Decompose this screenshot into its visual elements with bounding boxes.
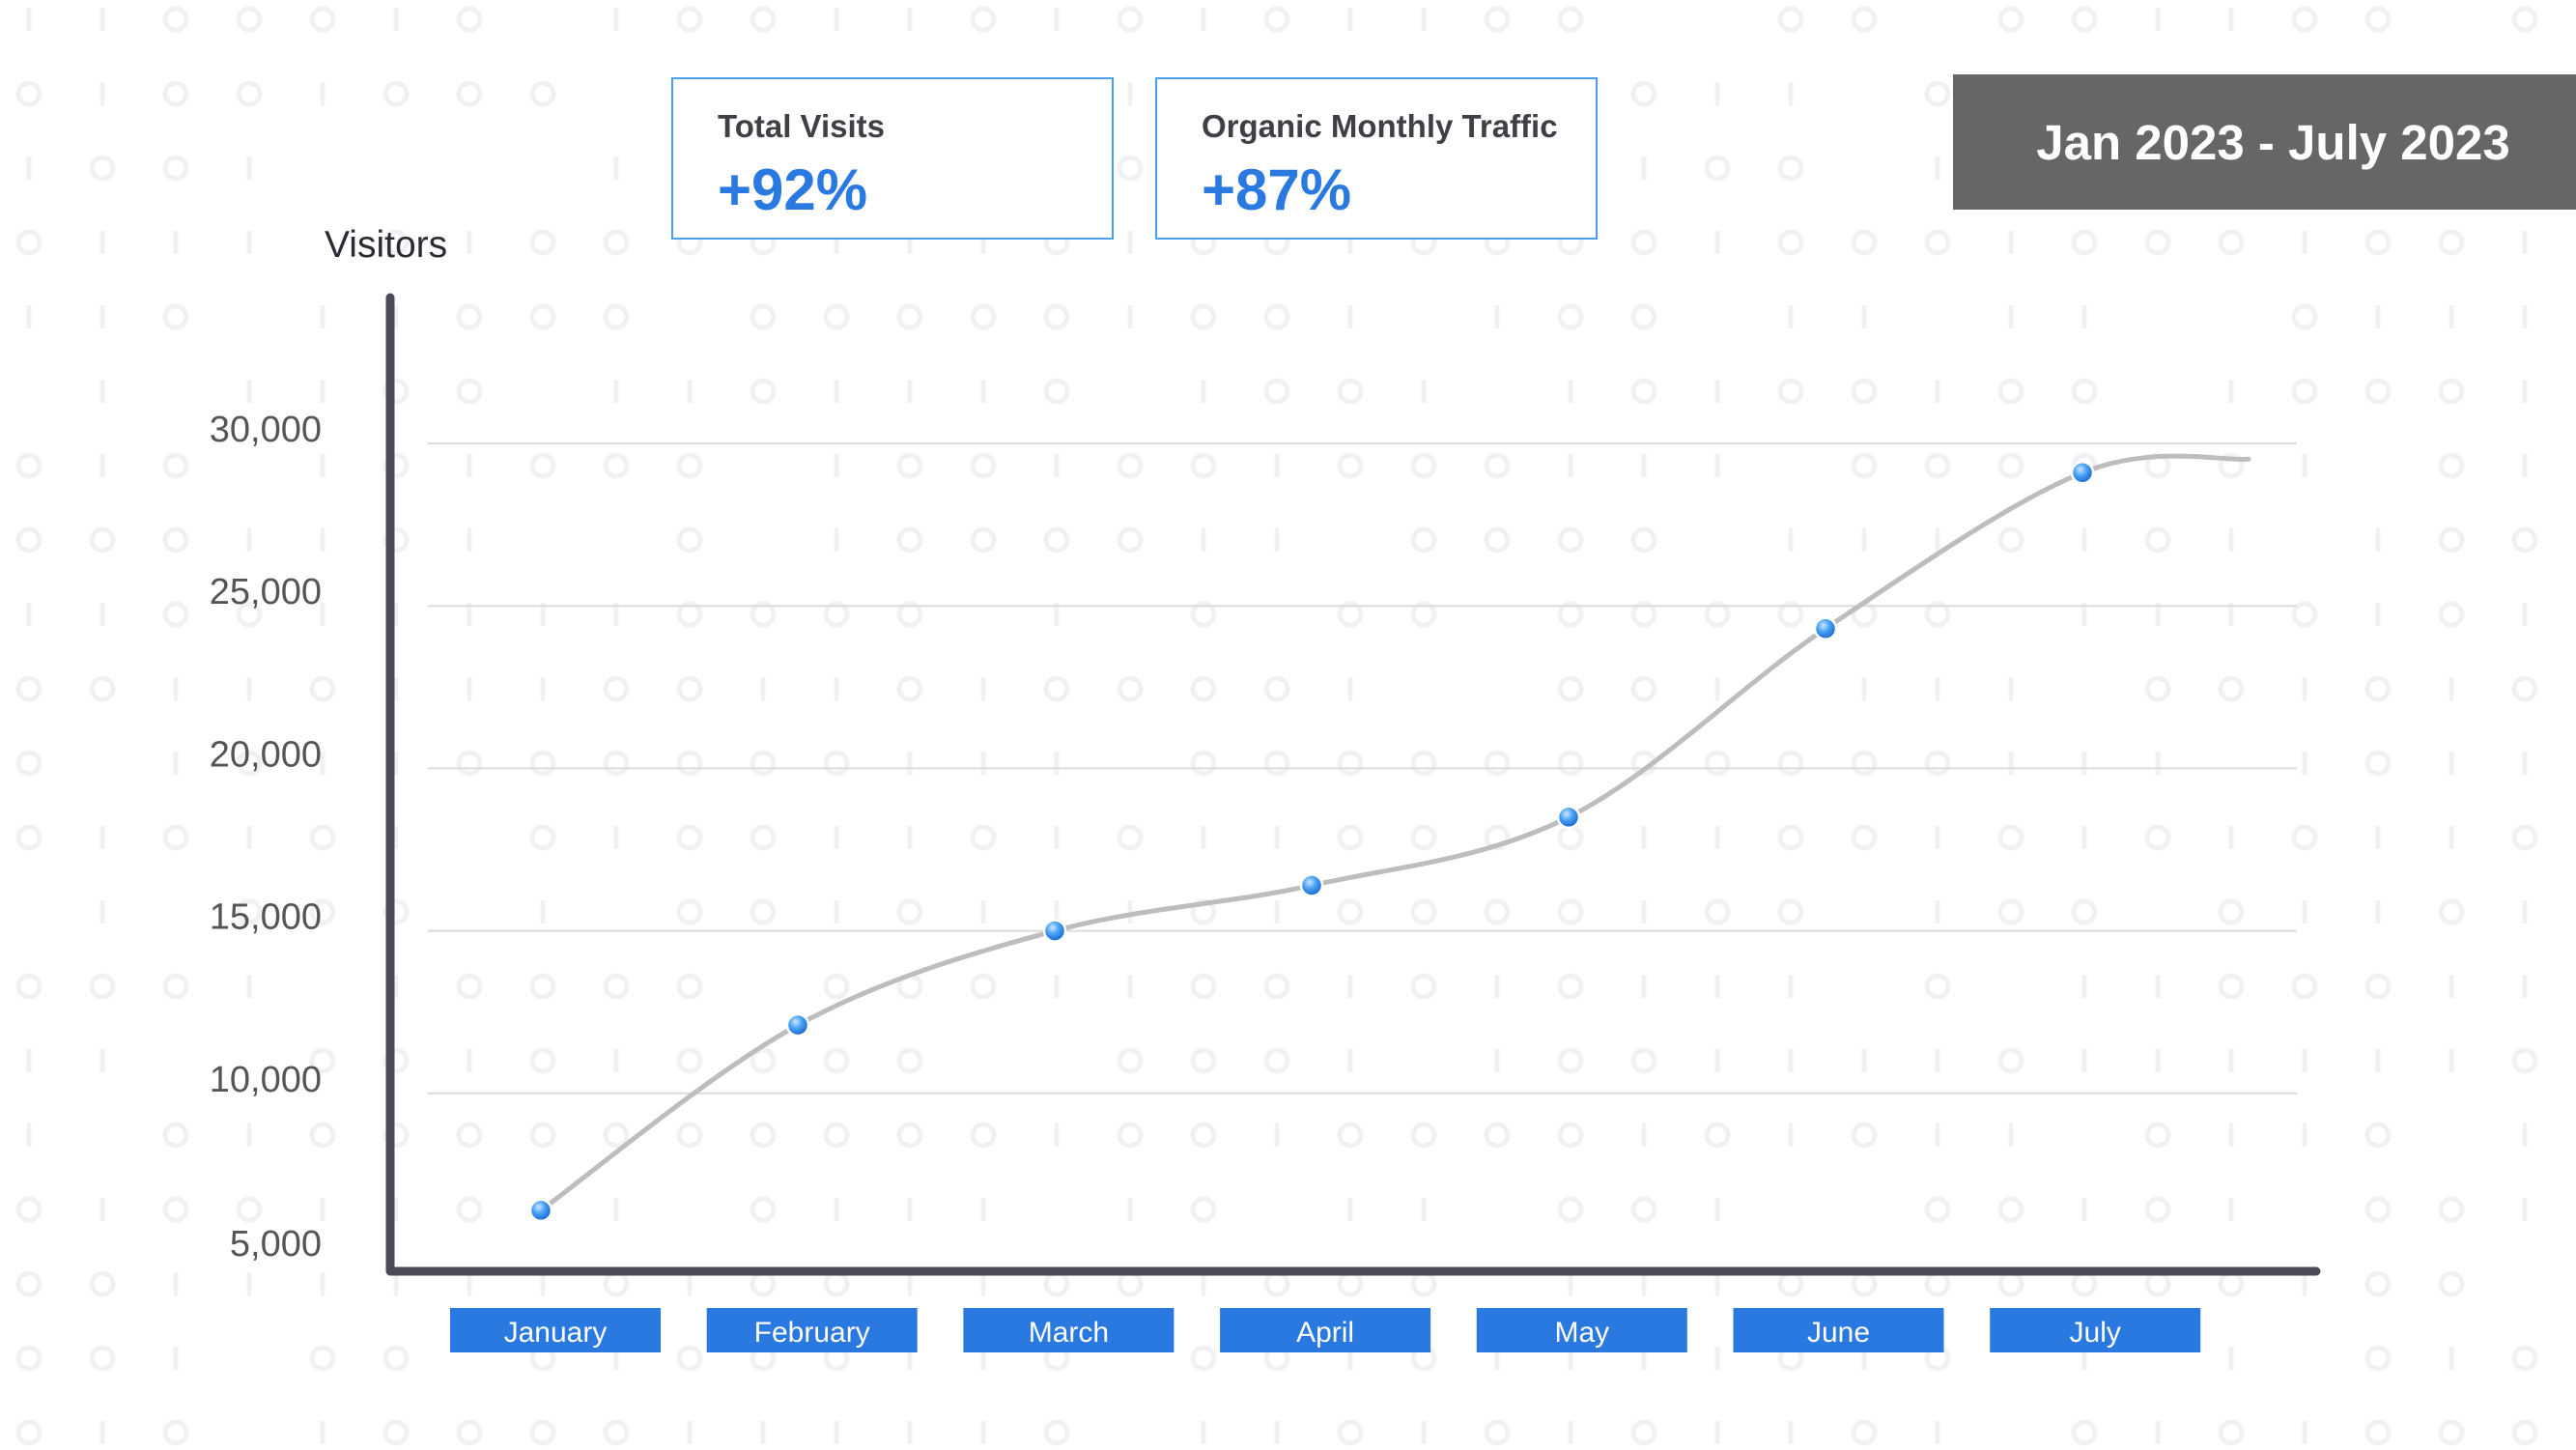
kpi-card-organic-traffic: Organic Monthly Traffic +87% xyxy=(1155,77,1598,240)
category-box xyxy=(1476,1308,1687,1352)
series-line xyxy=(538,453,2251,1213)
category-text: March xyxy=(1029,1317,1109,1349)
category-box xyxy=(963,1308,1175,1352)
x-category-label: January xyxy=(450,1308,661,1352)
y-tick-label: 30,000 xyxy=(210,410,322,450)
category-box xyxy=(1220,1308,1431,1352)
data-point xyxy=(1813,616,1838,640)
category-text: April xyxy=(1296,1317,1354,1349)
kpi-value: +87% xyxy=(1202,157,1352,222)
category-box xyxy=(706,1308,918,1352)
kpi-value: +92% xyxy=(718,157,868,222)
y-tick-label: 20,000 xyxy=(210,734,322,775)
x-category-label: May xyxy=(1476,1308,1687,1352)
category-box xyxy=(1990,1308,2201,1352)
x-category-label: April xyxy=(1220,1308,1431,1352)
kpi-label: Total Visits xyxy=(718,108,885,144)
x-category-label: July xyxy=(1990,1308,2201,1352)
kpi-label: Organic Monthly Traffic xyxy=(1202,108,1558,144)
y-axis-title: Visitors xyxy=(325,224,447,266)
data-point xyxy=(528,1198,553,1223)
category-box xyxy=(450,1308,661,1352)
data-point xyxy=(2070,461,2095,485)
chart-axes xyxy=(385,293,2321,1276)
category-text: July xyxy=(2070,1317,2121,1349)
y-tick-label: 10,000 xyxy=(210,1060,322,1100)
kpi-card-total-visits: Total Visits +92% xyxy=(671,77,1114,240)
date-range-badge: Jan 2023 - July 2023 xyxy=(1953,74,2576,210)
data-point xyxy=(1556,805,1581,830)
data-point xyxy=(785,1012,810,1038)
category-box xyxy=(1733,1308,1944,1352)
y-tick-label: 5,000 xyxy=(230,1224,322,1265)
data-point xyxy=(1299,873,1324,897)
category-text: January xyxy=(504,1317,608,1349)
x-category-label: February xyxy=(706,1308,918,1352)
data-point xyxy=(1042,919,1067,943)
x-category-label: June xyxy=(1733,1308,1944,1352)
category-text: June xyxy=(1807,1317,1870,1349)
category-text: May xyxy=(1554,1317,1609,1349)
y-tick-label: 15,000 xyxy=(210,897,322,938)
category-text: February xyxy=(754,1317,870,1349)
x-category-label: March xyxy=(963,1308,1175,1352)
y-tick-label: 25,000 xyxy=(210,572,322,612)
